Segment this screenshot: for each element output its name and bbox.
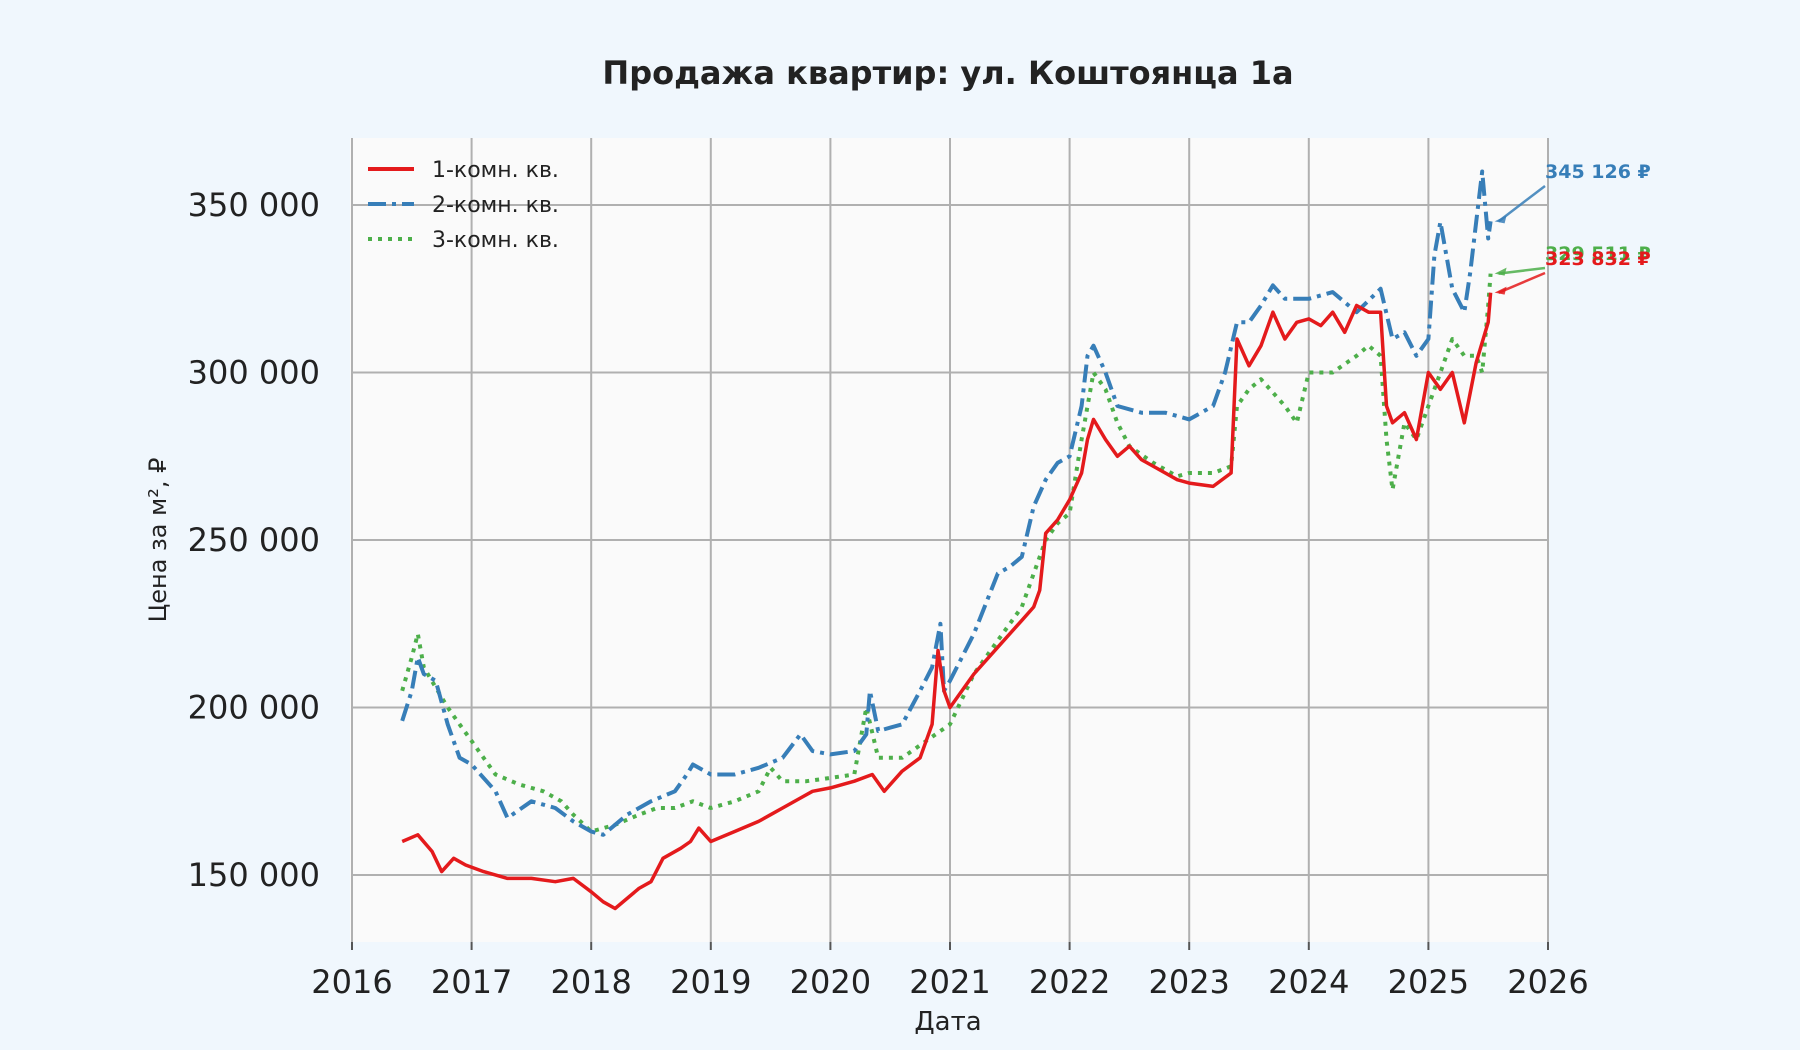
x-tick-label: 2017 bbox=[431, 963, 512, 1001]
y-tick-label: 350 000 bbox=[188, 186, 320, 224]
series-line-3-room bbox=[400, 273, 1493, 834]
legend-label: 2-комн. кв. bbox=[432, 193, 559, 218]
x-axis-ticks: 2016 2017 2018 2019 2020 2021 2022 2023 2024 2025… bbox=[311, 942, 1589, 1001]
y-tick-label: 150 000 bbox=[188, 856, 320, 894]
legend-label: 1-комн. кв. bbox=[432, 158, 559, 183]
legend: 1-комн. кв. 2-комн. кв. 3-комн. кв. bbox=[368, 158, 559, 253]
y-axis-ticks: 150 000 200 000 250 000 300 000 350 000 bbox=[188, 186, 320, 894]
x-tick-label: 2016 bbox=[311, 963, 392, 1001]
y-axis-label: Цена за м², ₽ bbox=[144, 458, 172, 623]
x-axis-label: Дата bbox=[914, 1007, 981, 1037]
x-tick-label: 2022 bbox=[1029, 963, 1110, 1001]
y-tick-label: 300 000 bbox=[188, 354, 320, 392]
grid bbox=[351, 138, 1549, 942]
chart-title: Продажа квартир: ул. Коштоянца 1а bbox=[602, 54, 1293, 92]
x-tick-label: 2019 bbox=[670, 963, 751, 1001]
x-tick-label: 2021 bbox=[909, 963, 990, 1001]
annotation-arrowhead bbox=[1494, 215, 1507, 224]
y-tick-label: 250 000 bbox=[188, 521, 320, 559]
annotation-label: 345 126 ₽ bbox=[1545, 161, 1651, 183]
legend-label: 3-комн. кв. bbox=[432, 228, 559, 253]
x-tick-label: 2023 bbox=[1148, 963, 1229, 1001]
annotation-arrowhead bbox=[1494, 267, 1507, 276]
annotation-label: 323 832 ₽ bbox=[1545, 248, 1651, 270]
annotations: 345 126 ₽ 329 511 ₽323 832 ₽ bbox=[1494, 161, 1651, 295]
series-line-1-room bbox=[401, 292, 1493, 911]
x-tick-label: 2026 bbox=[1507, 963, 1588, 1001]
x-tick-label: 2025 bbox=[1388, 963, 1469, 1001]
series-line-2-room bbox=[400, 169, 1493, 837]
series-layer bbox=[400, 169, 1493, 911]
x-tick-label: 2018 bbox=[550, 963, 631, 1001]
annotation-arrow bbox=[1497, 185, 1546, 223]
x-tick-label: 2024 bbox=[1268, 963, 1349, 1001]
annotation-arrow bbox=[1498, 271, 1546, 294]
x-tick-label: 2020 bbox=[790, 963, 871, 1001]
annotation-arrow bbox=[1498, 266, 1546, 275]
annotation-arrowhead bbox=[1494, 286, 1507, 295]
annotation-label: 329 511 ₽ bbox=[1545, 243, 1651, 265]
y-tick-label: 200 000 bbox=[188, 689, 320, 727]
